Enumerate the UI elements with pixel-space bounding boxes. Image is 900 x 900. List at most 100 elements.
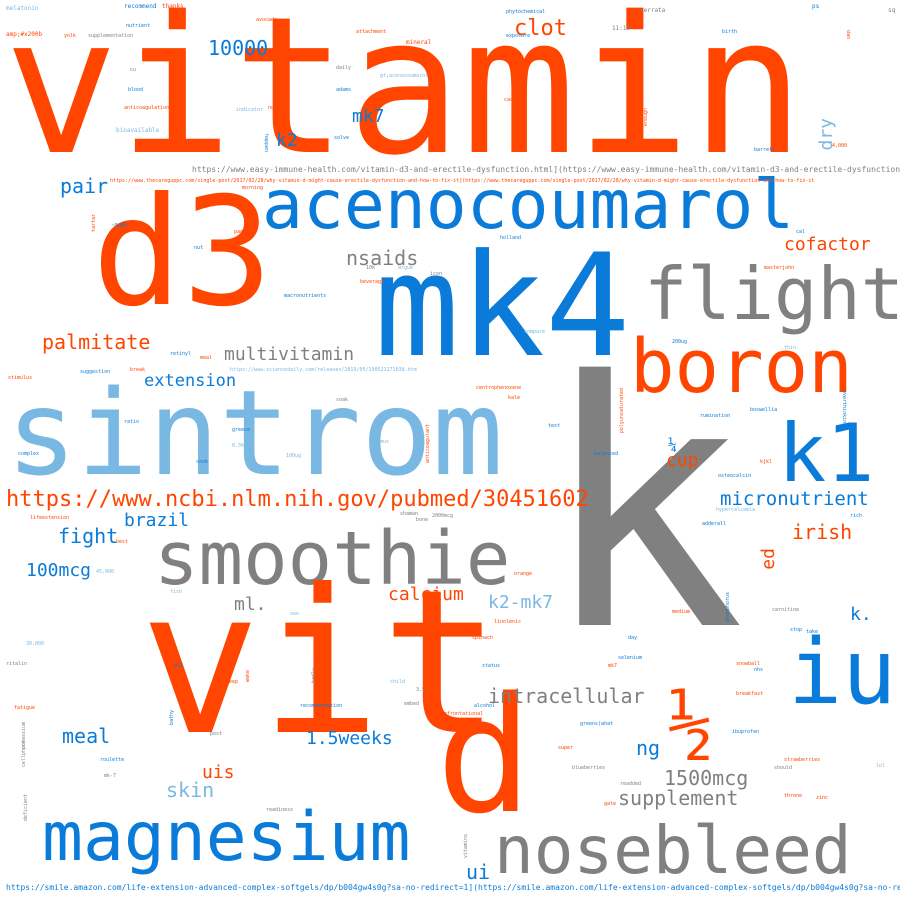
word-small: selenium [618,655,643,661]
word-small: tartar [91,214,97,233]
word-small: gt;acenocoumarol [380,73,429,79]
word-mk7: mk7 [352,106,385,127]
word-small: argue [398,265,414,271]
word-acenocoumarol: acenocoumarol [262,166,795,245]
word-small: anticoagulation [124,105,170,111]
word-vitamin: vitamin [4,0,805,197]
word-small: recommend [124,3,157,10]
word-small: yolk [64,33,77,39]
word-small: avocado [256,17,278,23]
word-small: adams [336,87,352,93]
word-irish: irish [792,520,853,544]
word-small: nofap [268,105,284,111]
word-small: 30,000 [26,641,45,647]
word-small: readded [620,781,642,787]
word-small: mk7 [608,663,618,669]
word-small: hypercalcemia [716,507,756,513]
word-brazil: brazil [124,510,190,531]
word-small: kale [508,395,521,401]
word-small: zinc [816,795,829,801]
word-small: cook [196,459,209,465]
word-small: bone [416,517,429,523]
word-magnesium: magnesium [42,798,411,877]
word-small: phytochemical [506,9,546,15]
word-small: centrophenoxene [476,385,522,391]
word-small: post [210,731,223,737]
word-fight: fight [58,524,119,548]
word-small: overthinking [841,390,847,427]
word-ng: ng [636,736,661,760]
word-small: suggestion [80,369,111,375]
word-small: daily [336,65,352,71]
word-d: d [436,662,533,849]
word-small: mineral [406,39,432,46]
word-10000: 10000 [208,36,269,60]
word-small: orange [514,571,533,577]
word-ml: ml. [234,594,267,615]
word-small: cu [130,67,137,73]
word-pair: pair [60,174,109,198]
word-small: 200ug [672,339,688,345]
word-small: beep [226,679,239,685]
word-small: masterjohn [764,265,795,271]
word-small: pack [234,229,247,235]
word-small: 4,000 [832,143,848,149]
word-small: supplementation [88,33,134,39]
word-small: rich [850,513,863,519]
word-uis: uis [202,762,235,783]
word-small: retinyl [170,351,192,357]
word-small: deficient [23,794,29,822]
word-small: badly [311,668,317,684]
word-small: 11:10 [612,25,631,32]
word-small: should [774,765,793,771]
word-small: dan [845,30,851,40]
word-small: medium [672,609,691,615]
word-ed: ed [758,548,779,570]
word-smoothie: smoothie [154,516,511,602]
word-small: day [628,635,638,641]
word-small: morning [242,185,264,191]
word-small: take [806,629,819,635]
word-small: spinach [472,635,494,641]
word-small: carnitine [772,607,800,613]
word-small: thanks [162,3,184,10]
word-easy-immune-url: https://www.easy-immune-health.com/vitam… [192,165,900,174]
word-ui: ui [466,860,491,884]
word-small: lol [876,763,886,769]
word-extension: extension [144,371,237,391]
word-small: phosphorus [725,592,731,623]
word-sintrom: sintrom [6,364,504,502]
word-small: complex [18,451,40,457]
word-small: stop [790,627,803,633]
word-small: child [390,679,406,685]
word-cup: cup [666,450,699,471]
word-small: fatigue [14,705,36,711]
word-small: indicator [236,107,264,113]
word-small: strawberries [784,757,821,763]
word-small: wake [245,670,251,683]
word-iu: iu [788,620,897,725]
word-small: 0.3% [232,443,245,449]
word-small: blueberries [572,765,606,771]
word-small: cal [796,229,806,235]
word-nosebleed: nosebleed [494,812,852,889]
word-small: best [116,539,129,545]
word-small: recommendation [300,703,343,709]
word-small: greece [232,427,251,433]
word-small: shaman [400,511,419,517]
word-small: 10k [366,265,376,271]
word-small: boswellia [750,407,778,413]
word-small: holland [500,235,522,241]
word-small: greens(what [580,721,614,727]
word-micronutrient: micronutrient [720,488,869,510]
word-small: barrett [754,147,776,153]
word-multivitamin: multivitamin [224,344,355,365]
word-1500mcg: 1500mcg [664,766,749,790]
word-small: 20,000 [424,633,443,639]
word-small: melatonin [6,5,39,12]
word-small: fish [170,589,183,595]
word-small: 3.9 [416,687,426,693]
word-small: soak [336,397,349,403]
word-d3: d3 [92,166,273,340]
word-small: potassium [21,722,27,750]
